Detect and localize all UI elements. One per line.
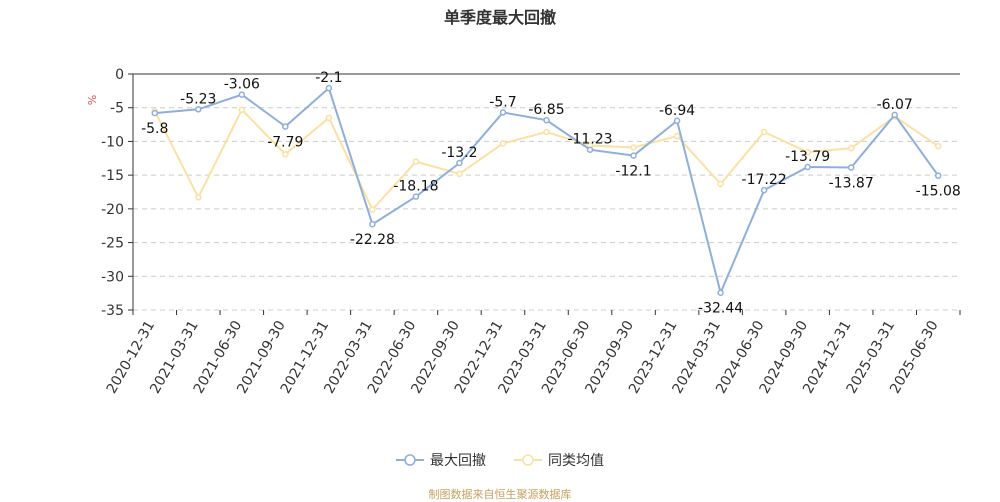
data-point[interactable] [673, 132, 681, 140]
legend-item-peer-average[interactable]: 同类均值 [514, 450, 604, 470]
data-point[interactable] [499, 109, 507, 116]
data-point[interactable] [456, 170, 463, 178]
data-label: -6.94 [659, 103, 695, 119]
data-point[interactable] [673, 117, 681, 125]
data-point[interactable] [804, 148, 811, 156]
grid-lines [133, 107, 960, 311]
legend-marker-peer-average [514, 454, 542, 466]
data-label: -13.79 [785, 149, 830, 165]
data-point[interactable] [543, 116, 550, 124]
data-point[interactable] [543, 128, 550, 136]
y-axis-label: % [86, 95, 99, 105]
data-labels: -5.8 -5.23 -3.06 -7.79 -2.1 -22.28 -18.18 -13.2… [141, 70, 961, 317]
legend-label-peer-average: 同类均值 [548, 453, 604, 469]
data-point[interactable] [195, 106, 202, 113]
data-label: -18.18 [393, 179, 438, 195]
data-point[interactable] [238, 106, 246, 113]
data-label: -6.07 [877, 97, 913, 113]
y-tick-label: -10 [101, 134, 124, 150]
source-note: 制图数据来自恒生聚源数据库 [428, 488, 572, 501]
data-point[interactable] [282, 150, 289, 158]
data-label: -17.22 [742, 172, 787, 188]
data-point[interactable] [717, 289, 724, 296]
data-point[interactable] [630, 152, 637, 159]
data-label: -22.28 [350, 232, 395, 248]
data-point[interactable] [282, 123, 289, 130]
y-tick-label: -25 [101, 236, 124, 252]
data-label: -5.7 [489, 94, 516, 110]
data-point[interactable] [934, 172, 942, 179]
data-point[interactable] [847, 164, 855, 171]
legend-marker-max-drawdown [396, 454, 424, 466]
legend-label-max-drawdown: 最大回撤 [430, 453, 486, 469]
data-point[interactable] [717, 180, 724, 188]
data-label: -5.23 [180, 91, 216, 107]
data-point[interactable] [847, 144, 855, 152]
y-tick-label: -5 [110, 101, 124, 117]
data-point[interactable] [760, 128, 768, 136]
data-point[interactable] [369, 220, 376, 228]
data-point[interactable] [325, 114, 333, 122]
data-point[interactable] [630, 144, 637, 151]
data-point[interactable] [325, 84, 333, 92]
data-label: -11.23 [567, 132, 612, 148]
data-point[interactable] [586, 146, 594, 153]
legend: 最大回撤 同类均值 [0, 450, 1000, 470]
y-tick-label: -20 [101, 202, 124, 218]
data-point[interactable] [760, 186, 768, 194]
data-point[interactable] [804, 163, 811, 171]
data-label: -13.2 [441, 145, 477, 161]
data-point[interactable] [369, 206, 376, 213]
data-point[interactable] [412, 193, 420, 200]
data-label: -5.8 [141, 121, 168, 137]
series [151, 84, 942, 296]
data-point[interactable] [195, 194, 202, 201]
data-point[interactable] [891, 111, 898, 119]
chart-title: 单季度最大回撤 [443, 8, 556, 27]
data-point[interactable] [151, 109, 159, 117]
data-label: -3.06 [224, 77, 260, 93]
data-point[interactable] [412, 158, 420, 165]
y-tick-label: -15 [101, 168, 124, 184]
legend-item-max-drawdown[interactable]: 最大回撤 [396, 450, 486, 470]
data-point[interactable] [499, 140, 507, 147]
data-label: -12.1 [615, 164, 651, 180]
data-label: -2.1 [315, 70, 342, 86]
y-tick-label: -35 [101, 303, 124, 319]
y-tick-label: 0 [115, 67, 124, 83]
data-label: -32.44 [698, 301, 743, 317]
data-point[interactable] [238, 91, 246, 98]
data-label: -7.79 [267, 135, 303, 151]
y-tick-label: -30 [101, 269, 124, 285]
data-point[interactable] [934, 142, 942, 150]
data-label: -15.08 [916, 184, 961, 200]
data-label: -6.85 [528, 102, 564, 118]
data-point[interactable] [456, 159, 463, 167]
data-label: -13.87 [829, 176, 874, 192]
